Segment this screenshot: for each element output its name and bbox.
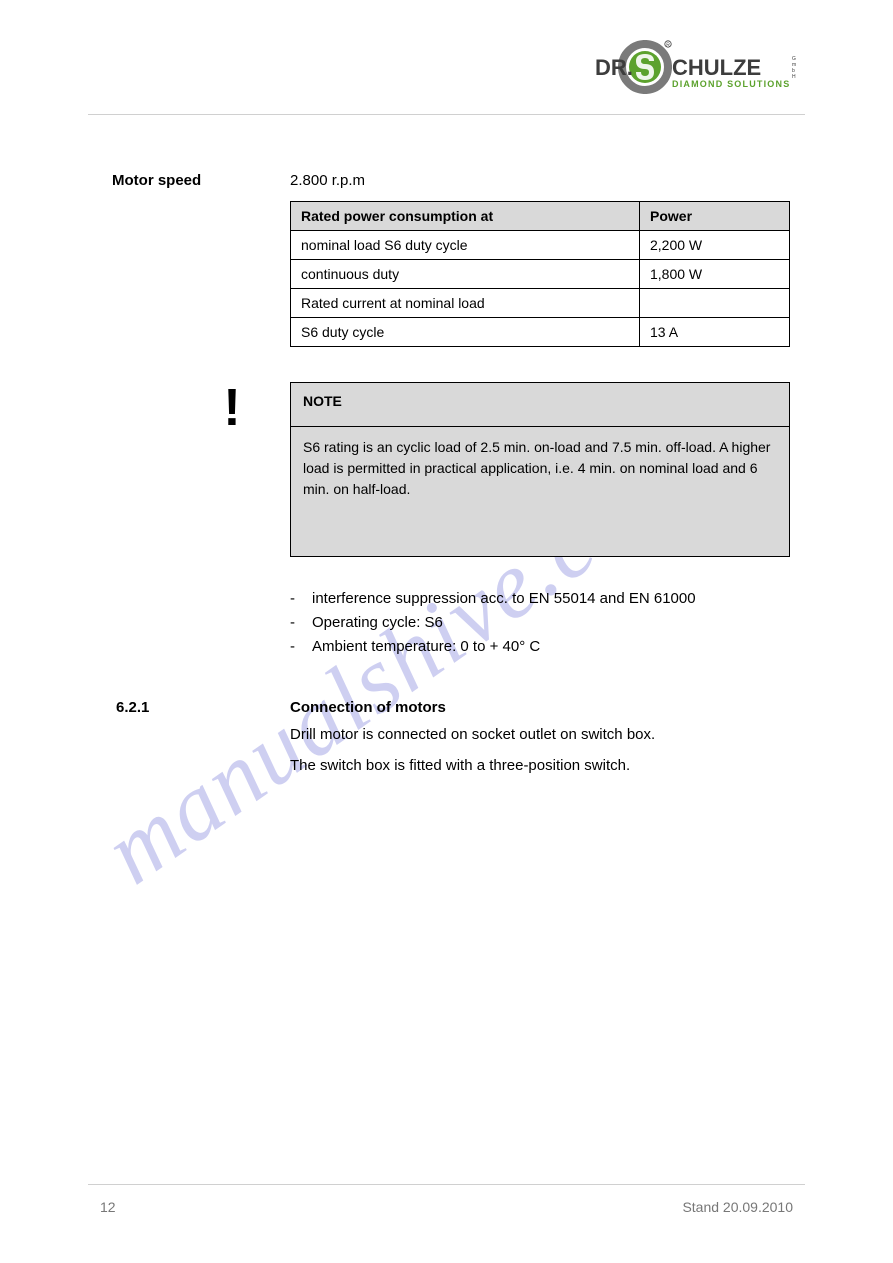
list-item: -interference suppression acc. to EN 550…: [290, 587, 805, 611]
header-rule: [88, 114, 805, 115]
header: R DR. CHULZE G m b H DIAMOND SOLUTIONS: [100, 40, 805, 120]
section-paragraph-2: The switch box is fitted with a three-po…: [290, 755, 805, 778]
logo-chulze-text: CHULZE: [672, 55, 761, 80]
cell-r1c2: 2,200 W: [640, 231, 790, 260]
table-row: S6 duty cycle 13 A: [291, 318, 790, 347]
cell-r3c2: [640, 289, 790, 318]
bullet-list: -interference suppression acc. to EN 550…: [290, 587, 805, 659]
section-paragraph-1: Drill motor is connected on socket outle…: [290, 724, 805, 747]
bullet-text: interference suppression acc. to EN 5501…: [312, 587, 696, 611]
list-item: -Operating cycle: S6: [290, 611, 805, 635]
section-heading-row: 6.2.1 Connection of motors: [112, 699, 805, 716]
page: R DR. CHULZE G m b H DIAMOND SOLUTIONS m…: [0, 0, 893, 1263]
bullet-text: Ambient temperature: 0 to + 40° C: [312, 635, 540, 659]
note-header: NOTE: [291, 383, 790, 427]
logo-dr-text: DR.: [595, 55, 633, 80]
col-header-2: Power: [640, 202, 790, 231]
spec-table: Rated power consumption at Power nominal…: [290, 201, 790, 347]
bullet-marker: -: [290, 587, 312, 611]
bullet-text: Operating cycle: S6: [312, 611, 443, 635]
svg-text:H: H: [792, 74, 796, 80]
cell-r2c2: 1,800 W: [640, 260, 790, 289]
bullet-marker: -: [290, 635, 312, 659]
table-row: Rated current at nominal load: [291, 289, 790, 318]
note-table: NOTE S6 rating is an cyclic load of 2.5 …: [290, 382, 790, 557]
motor-speed-row: Motor speed 2.800 r.p.m: [112, 170, 805, 191]
section-number: 6.2.1: [112, 699, 290, 716]
logo: R DR. CHULZE G m b H DIAMOND SOLUTIONS: [595, 40, 805, 99]
bullet-marker: -: [290, 611, 312, 635]
section-title: Connection of motors: [290, 699, 446, 716]
cell-r2c1: continuous duty: [291, 260, 640, 289]
logo-tagline: DIAMOND SOLUTIONS: [672, 79, 790, 89]
exclamation-icon: !: [174, 382, 290, 557]
footer-date: Stand 20.09.2010: [682, 1199, 793, 1215]
svg-text:R: R: [666, 42, 670, 48]
spec-table-wrap: Rated power consumption at Power nominal…: [290, 201, 790, 347]
cell-r4c2: 13 A: [640, 318, 790, 347]
note-block: ! NOTE S6 rating is an cyclic load of 2.…: [174, 382, 805, 557]
footer-rule: [88, 1184, 805, 1185]
content: Motor speed 2.800 r.p.m Rated power cons…: [112, 170, 805, 777]
page-number: 12: [100, 1199, 116, 1215]
motor-speed-label: Motor speed: [112, 170, 290, 191]
table-row: nominal load S6 duty cycle 2,200 W: [291, 231, 790, 260]
table-row: continuous duty 1,800 W: [291, 260, 790, 289]
note-body: S6 rating is an cyclic load of 2.5 min. …: [291, 427, 790, 557]
footer: 12 Stand 20.09.2010: [100, 1199, 793, 1215]
motor-speed-value: 2.800 r.p.m: [290, 170, 805, 191]
cell-r3c1: Rated current at nominal load: [291, 289, 640, 318]
col-header-1: Rated power consumption at: [291, 202, 640, 231]
cell-r1c1: nominal load S6 duty cycle: [291, 231, 640, 260]
note-header-row: NOTE: [291, 383, 790, 427]
list-item: -Ambient temperature: 0 to + 40° C: [290, 635, 805, 659]
note-body-row: S6 rating is an cyclic load of 2.5 min. …: [291, 427, 790, 557]
cell-r4c1: S6 duty cycle: [291, 318, 640, 347]
table-header-row: Rated power consumption at Power: [291, 202, 790, 231]
